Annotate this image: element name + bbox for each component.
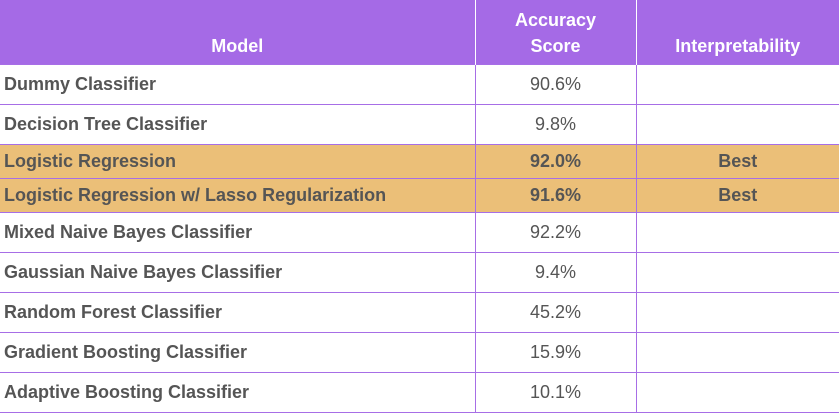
table-row: Gradient Boosting Classifier 15.9% xyxy=(0,331,839,373)
model-name-cell: Decision Tree Classifier xyxy=(0,103,476,145)
table-row: Gaussian Naive Bayes Classifier 9.4% xyxy=(0,251,839,293)
interpretability-cell xyxy=(635,63,839,105)
header-accuracy-score: Accuracy Score xyxy=(475,0,637,64)
model-name-cell: Gaussian Naive Bayes Classifier xyxy=(0,251,476,293)
model-name-cell: Logistic Regression w/ Lasso Regularizat… xyxy=(0,177,476,213)
header-row: Model Accuracy Score Interpretability xyxy=(0,0,839,64)
accuracy-score-cell: 90.6% xyxy=(474,63,637,105)
accuracy-score-cell: 92.0% xyxy=(474,143,637,179)
model-name-cell: Adaptive Boosting Classifier xyxy=(0,371,476,413)
header-model: Model xyxy=(0,0,476,64)
accuracy-score-cell: 92.2% xyxy=(474,211,637,253)
interpretability-cell xyxy=(635,291,839,333)
accuracy-score-cell: 9.4% xyxy=(474,251,637,293)
table-row: Logistic Regression 92.0% Best xyxy=(0,143,839,179)
header-interpretability: Interpretability xyxy=(636,0,839,64)
accuracy-score-cell: 15.9% xyxy=(474,331,637,373)
model-name-cell: Mixed Naive Bayes Classifier xyxy=(0,211,476,253)
interpretability-cell xyxy=(635,103,839,145)
accuracy-score-cell: 10.1% xyxy=(474,371,637,413)
accuracy-score-cell: 9.8% xyxy=(474,103,637,145)
interpretability-cell xyxy=(635,371,839,413)
model-name-cell: Dummy Classifier xyxy=(0,63,476,105)
table-body: Dummy Classifier 90.6% Decision Tree Class… xyxy=(0,63,839,413)
model-name-cell: Random Forest Classifier xyxy=(0,291,476,333)
table-row: Logistic Regression w/ Lasso Regularizat… xyxy=(0,177,839,213)
accuracy-score-cell: 91.6% xyxy=(474,177,637,213)
table-row: Mixed Naive Bayes Classifier 92.2% xyxy=(0,211,839,253)
table-row: Adaptive Boosting Classifier 10.1% xyxy=(0,371,839,413)
model-name-cell: Logistic Regression xyxy=(0,143,476,179)
interpretability-cell xyxy=(635,331,839,373)
interpretability-cell xyxy=(635,211,839,253)
accuracy-score-cell: 45.2% xyxy=(474,291,637,333)
table-row: Dummy Classifier 90.6% xyxy=(0,63,839,105)
model-name-cell: Gradient Boosting Classifier xyxy=(0,331,476,373)
table-row: Decision Tree Classifier 9.8% xyxy=(0,103,839,145)
interpretability-cell xyxy=(635,251,839,293)
table-header: Model Accuracy Score Interpretability xyxy=(0,0,839,64)
interpretability-cell: Best xyxy=(635,177,839,213)
interpretability-cell: Best xyxy=(635,143,839,179)
table-row: Random Forest Classifier 45.2% xyxy=(0,291,839,333)
